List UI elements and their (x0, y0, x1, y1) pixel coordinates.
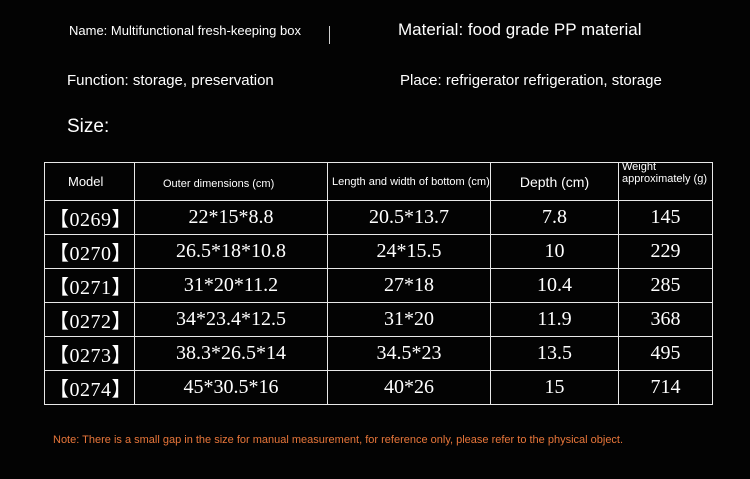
cell-depth: 13.5 (490, 336, 619, 371)
table-header-row: Model Outer dimensions (cm) Length and w… (44, 162, 713, 201)
cell-depth: 15 (490, 370, 619, 405)
cell-bottom: 31*20 (327, 302, 491, 337)
cell-model: 【0272】 (44, 302, 135, 337)
product-place: Place: refrigerator refrigeration, stora… (400, 72, 662, 89)
size-heading: Size: (67, 116, 110, 137)
cell-model: 【0269】 (44, 200, 135, 235)
cell-depth: 7.8 (490, 200, 619, 235)
cell-bottom: 34.5*23 (327, 336, 491, 371)
cell-weight: 714 (618, 370, 713, 405)
cell-outer: 34*23.4*12.5 (134, 302, 328, 337)
cell-weight: 285 (618, 268, 713, 303)
table-row: 【0269】 22*15*8.8 20.5*13.7 7.8 145 (44, 200, 713, 235)
cell-outer: 31*20*11.2 (134, 268, 328, 303)
table-row: 【0271】 31*20*11.2 27*18 10.4 285 (44, 268, 713, 303)
text-cursor-mark (329, 26, 330, 44)
cell-depth: 11.9 (490, 302, 619, 337)
measurement-note: Note: There is a small gap in the size f… (53, 434, 624, 446)
cell-outer: 22*15*8.8 (134, 200, 328, 235)
size-table: Model Outer dimensions (cm) Length and w… (44, 162, 713, 405)
cell-bottom: 20.5*13.7 (327, 200, 491, 235)
cell-weight: 368 (618, 302, 713, 337)
header-weight-label: Weight approximately (g) (622, 162, 707, 186)
header-weight: Weight approximately (g) (618, 162, 713, 201)
cell-weight: 145 (618, 200, 713, 235)
table-row: 【0270】 26.5*18*10.8 24*15.5 10 229 (44, 234, 713, 269)
cell-model: 【0274】 (44, 370, 135, 405)
cell-depth: 10.4 (490, 268, 619, 303)
cell-model: 【0271】 (44, 268, 135, 303)
cell-model: 【0273】 (44, 336, 135, 371)
cell-bottom: 27*18 (327, 268, 491, 303)
cell-outer: 38.3*26.5*14 (134, 336, 328, 371)
table-row: 【0272】 34*23.4*12.5 31*20 11.9 368 (44, 302, 713, 337)
cell-weight: 495 (618, 336, 713, 371)
cell-bottom: 40*26 (327, 370, 491, 405)
header-outer-dimensions: Outer dimensions (cm) (134, 162, 328, 201)
table-row: 【0273】 38.3*26.5*14 34.5*23 13.5 495 (44, 336, 713, 371)
cell-bottom: 24*15.5 (327, 234, 491, 269)
cell-model: 【0270】 (44, 234, 135, 269)
cell-outer: 45*30.5*16 (134, 370, 328, 405)
header-depth: Depth (cm) (490, 162, 619, 201)
cell-depth: 10 (490, 234, 619, 269)
cell-weight: 229 (618, 234, 713, 269)
product-material: Material: food grade PP material (398, 20, 642, 39)
header-model: Model (44, 162, 135, 201)
cell-outer: 26.5*18*10.8 (134, 234, 328, 269)
product-name: Name: Multifunctional fresh-keeping box (69, 23, 301, 38)
table-row: 【0274】 45*30.5*16 40*26 15 714 (44, 370, 713, 405)
product-function: Function: storage, preservation (67, 72, 274, 89)
header-bottom-size: Length and width of bottom (cm) (327, 162, 491, 201)
